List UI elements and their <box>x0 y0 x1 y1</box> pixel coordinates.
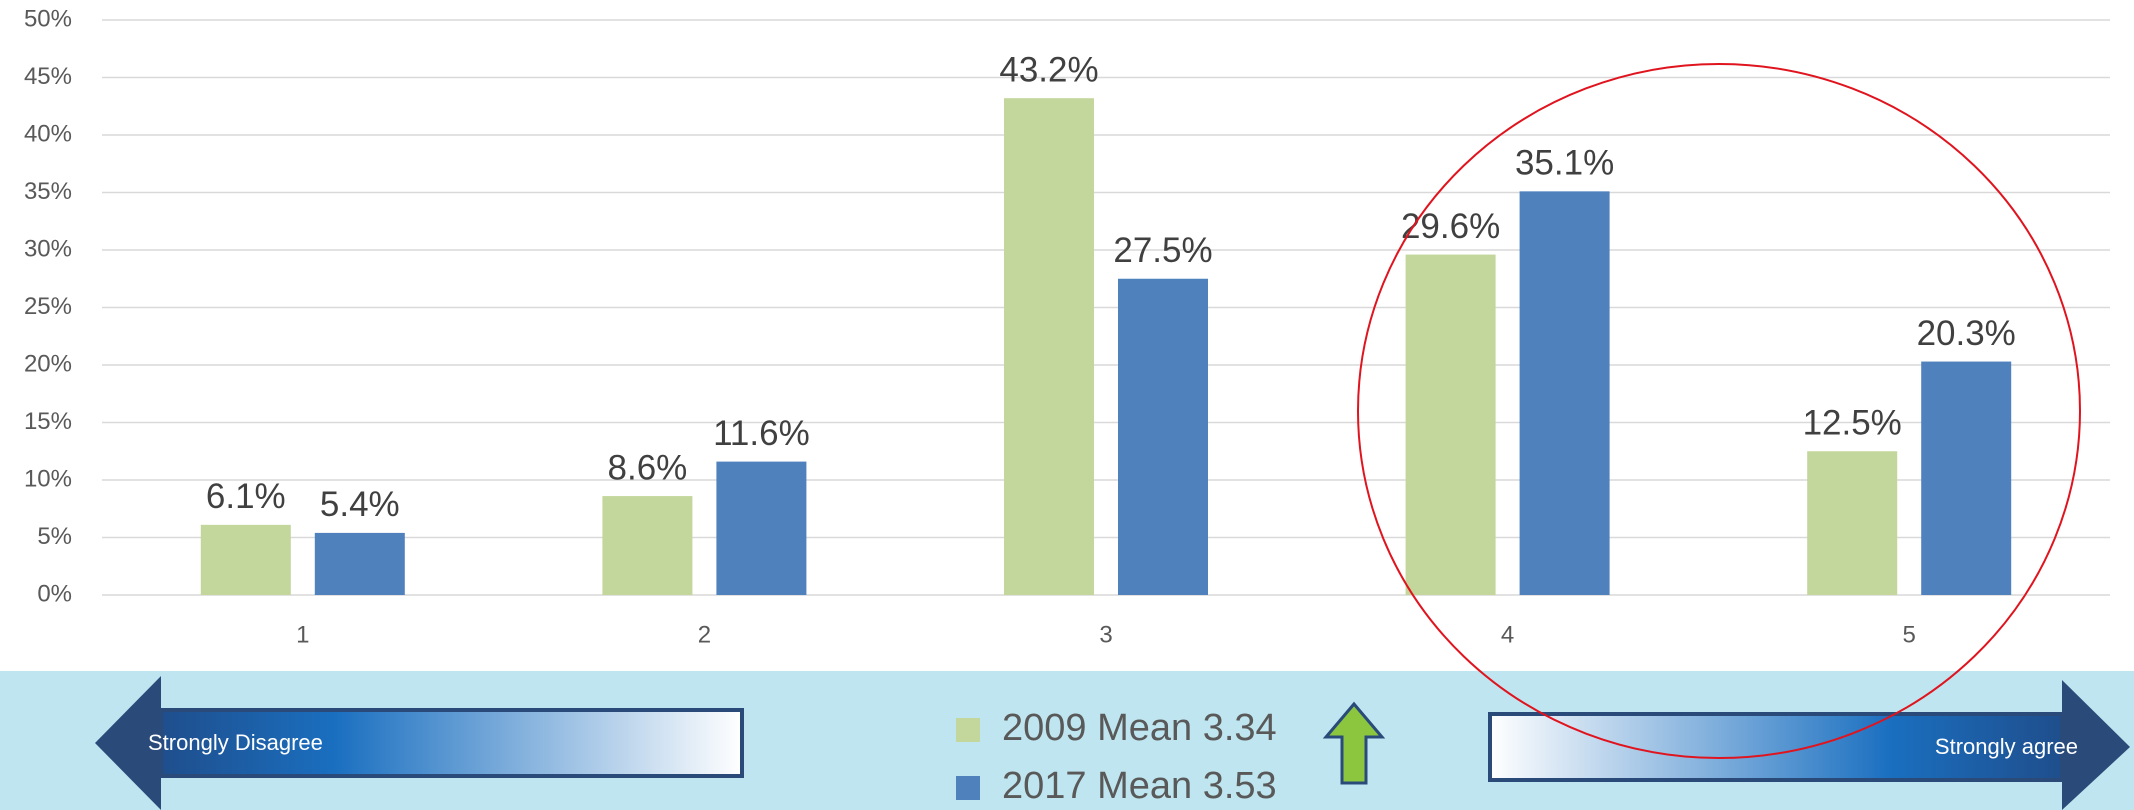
annotation: Strongly Disagree <box>148 730 323 755</box>
y-tick-label: 45% <box>24 63 72 90</box>
bar <box>1807 451 1898 595</box>
legend-label: 2017 Mean 3.53 <box>1002 765 1277 807</box>
bar <box>716 461 807 595</box>
y-tick-label: 35% <box>24 178 72 205</box>
data-label: 11.6% <box>713 414 810 453</box>
data-label: 8.6% <box>608 448 688 487</box>
x-tick-label: 1 <box>296 621 309 648</box>
bar <box>200 524 291 595</box>
bar <box>602 496 693 595</box>
bar <box>1004 98 1094 595</box>
data-label: 20.3% <box>1917 314 2016 353</box>
y-tick-label: 30% <box>24 235 72 262</box>
legend-label: 2009 Mean 3.34 <box>1002 707 1277 749</box>
y-tick-label: 10% <box>24 465 72 492</box>
bar <box>1921 361 2012 595</box>
x-tick-label: 2 <box>698 621 711 648</box>
y-tick-label: 5% <box>37 523 72 550</box>
legend-swatch <box>956 776 980 800</box>
left-arrow <box>95 676 744 810</box>
data-label: 6.1% <box>206 477 286 516</box>
legend-swatch <box>956 718 980 742</box>
bar <box>1118 278 1208 595</box>
up-arrow <box>1322 701 1386 785</box>
annotation: Strongly agree <box>1935 734 2078 759</box>
highlight-circle <box>1357 63 2081 759</box>
data-label: 35.1% <box>1515 144 1614 183</box>
y-tick-label: 0% <box>37 580 72 607</box>
y-tick-label: 40% <box>24 120 72 147</box>
data-label: 29.6% <box>1401 207 1500 246</box>
y-tick-label: 15% <box>24 408 72 435</box>
data-label: 12.5% <box>1803 404 1902 443</box>
x-tick-label: 4 <box>1501 621 1514 648</box>
right-arrow <box>1488 680 2130 810</box>
bar <box>1519 191 1610 595</box>
data-label: 5.4% <box>320 485 400 524</box>
y-tick-label: 50% <box>24 5 72 32</box>
data-label: 27.5% <box>1113 231 1212 270</box>
bar <box>314 532 405 595</box>
data-label: 43.2% <box>999 50 1098 89</box>
y-tick-label: 20% <box>24 350 72 377</box>
x-tick-label: 5 <box>1903 621 1916 648</box>
y-tick-label: 25% <box>24 293 72 320</box>
x-tick-label: 3 <box>1099 621 1112 648</box>
bar <box>1405 254 1496 595</box>
